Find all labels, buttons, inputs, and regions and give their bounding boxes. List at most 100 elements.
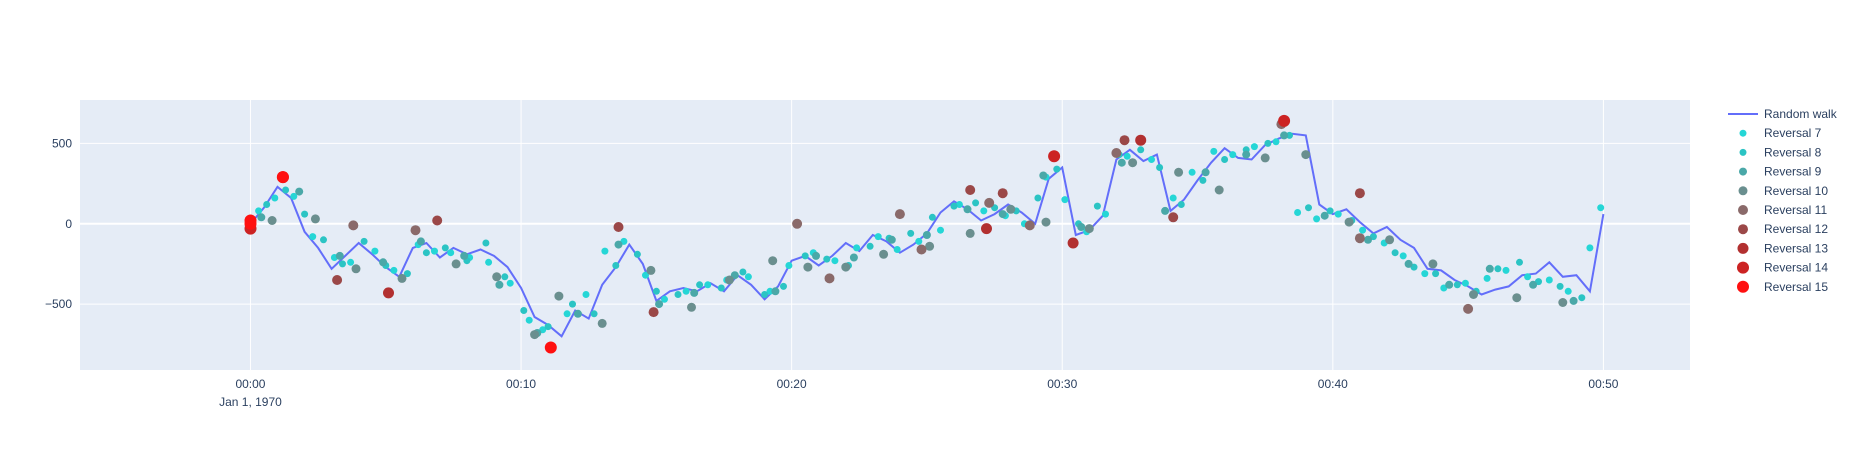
legend-label: Reversal 7: [1764, 126, 1822, 140]
data-point: [785, 262, 793, 269]
data-point: [1313, 215, 1321, 223]
data-point: [1041, 217, 1051, 227]
data-point: [301, 210, 309, 218]
data-point: [506, 279, 514, 287]
data-point: [1516, 258, 1523, 266]
series-reversal-9: [257, 131, 1578, 337]
data-point: [1123, 152, 1131, 160]
data-point: [1111, 148, 1122, 158]
data-point: [1483, 274, 1491, 282]
data-point: [1404, 259, 1413, 268]
legend-swatch-marker: [1739, 148, 1747, 156]
data-point: [633, 250, 641, 258]
data-point: [682, 287, 690, 295]
data-point: [290, 192, 298, 200]
data-point: [823, 255, 831, 263]
data-point: [1148, 156, 1155, 163]
data-point: [309, 233, 317, 241]
data-point: [1210, 147, 1218, 155]
data-point: [950, 202, 958, 210]
data-point: [916, 244, 927, 255]
data-point: [1117, 158, 1126, 167]
data-point: [981, 223, 992, 235]
data-point: [590, 310, 598, 318]
legend-label: Reversal 13: [1764, 241, 1828, 255]
series-reversal-12: [332, 135, 1365, 318]
legend-swatch-marker: [1737, 261, 1749, 274]
data-point: [495, 280, 504, 289]
data-point: [597, 318, 607, 328]
data-point: [1067, 237, 1079, 249]
data-point: [1428, 259, 1438, 269]
data-point: [390, 266, 398, 274]
data-point: [704, 281, 712, 289]
data-point: [569, 300, 576, 308]
data-point: [648, 307, 659, 318]
legend-swatch-marker: [1739, 167, 1747, 176]
series-reversal-7: [255, 138, 1605, 334]
legend-label: Reversal 10: [1764, 184, 1828, 198]
data-point: [295, 187, 304, 196]
data-point: [1359, 226, 1367, 234]
data-point: [422, 249, 430, 257]
data-point: [1569, 296, 1578, 305]
data-point: [339, 260, 346, 268]
data-point: [1421, 270, 1429, 278]
data-point: [761, 291, 769, 298]
y-tick-label: 0: [65, 217, 72, 231]
data-point: [1242, 150, 1251, 159]
data-point: [460, 251, 469, 260]
data-point: [1093, 202, 1101, 210]
data-point: [984, 197, 995, 208]
data-point: [771, 287, 780, 296]
data-point: [1453, 281, 1461, 289]
data-point: [1048, 150, 1061, 163]
x-tick-label: 00:10: [506, 377, 536, 391]
data-point: [972, 199, 980, 207]
data-point: [1061, 196, 1069, 204]
data-point: [432, 215, 443, 226]
data-point: [980, 207, 988, 215]
data-point: [1469, 290, 1478, 299]
data-point: [661, 295, 668, 303]
data-point: [544, 341, 557, 354]
data-point: [1128, 158, 1138, 168]
data-point: [849, 253, 858, 262]
data-point: [1558, 298, 1568, 307]
data-point: [965, 185, 976, 195]
data-point: [544, 323, 552, 331]
data-point: [371, 247, 379, 255]
data-point: [485, 258, 493, 266]
data-point: [1344, 217, 1354, 227]
data-point: [1084, 224, 1094, 234]
legend-swatch-marker: [1737, 242, 1749, 254]
data-point: [768, 256, 778, 266]
data-point: [1214, 185, 1224, 195]
data-point: [1320, 211, 1329, 220]
data-point: [416, 237, 425, 246]
data-point: [1564, 287, 1572, 295]
data-point: [803, 262, 813, 272]
x-tick-label: 00:40: [1318, 377, 1348, 391]
data-point: [267, 216, 277, 225]
data-point: [1156, 164, 1164, 171]
data-point: [744, 273, 752, 281]
legend-label: Reversal 12: [1764, 222, 1828, 236]
data-point: [282, 186, 290, 194]
data-point: [1597, 204, 1605, 212]
data-point: [1024, 220, 1035, 231]
data-point: [271, 194, 279, 202]
data-point: [1006, 204, 1016, 214]
data-point: [642, 271, 649, 279]
data-point: [887, 235, 896, 244]
data-point: [1502, 266, 1510, 274]
data-point: [874, 233, 882, 241]
data-point: [397, 273, 407, 283]
data-point: [1463, 303, 1474, 314]
data-point: [739, 268, 747, 276]
data-point: [255, 207, 263, 215]
data-point: [1545, 276, 1553, 284]
data-point: [792, 218, 803, 229]
data-point: [894, 209, 905, 220]
data-point: [1135, 134, 1147, 146]
